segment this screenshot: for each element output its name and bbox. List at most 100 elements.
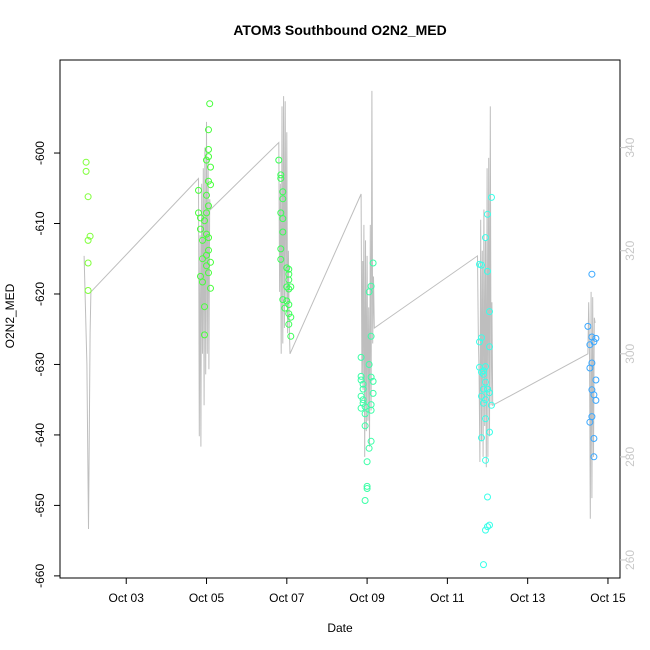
y-tick-label: -630 <box>33 352 47 376</box>
data-point <box>84 193 92 201</box>
data-point <box>201 331 208 339</box>
data-point <box>361 403 369 411</box>
y-axis-label: O2N2_MED <box>3 283 17 348</box>
data-point <box>203 156 210 164</box>
data-point <box>478 368 485 376</box>
data-point <box>592 334 600 342</box>
data-point <box>201 217 208 225</box>
data-point <box>207 258 214 266</box>
line-series-0 <box>83 90 596 530</box>
data-point <box>478 434 485 442</box>
data-point <box>357 392 365 400</box>
data-point <box>586 418 594 426</box>
data-point <box>367 332 375 340</box>
data-point <box>476 338 483 346</box>
data-point <box>480 370 487 378</box>
data-point <box>197 225 204 233</box>
data-point <box>84 236 92 244</box>
chart-title: ATOM3 Southbound O2N2_MED <box>233 22 446 38</box>
data-point <box>480 367 487 375</box>
data-point <box>369 389 377 397</box>
data-point <box>486 308 493 316</box>
data-point <box>357 404 365 412</box>
data-point <box>206 100 214 108</box>
data-point <box>367 373 375 381</box>
data-point <box>275 156 283 164</box>
right-y-tick-label: 340 <box>623 137 637 157</box>
x-tick-label: Oct 15 <box>590 591 626 605</box>
data-point <box>277 174 285 182</box>
data-point <box>279 228 287 236</box>
data-point <box>480 561 487 569</box>
data-point <box>86 232 94 240</box>
data-point <box>480 385 487 393</box>
data-point <box>277 171 285 179</box>
data-point <box>207 284 214 292</box>
data-point <box>199 278 206 286</box>
data-point <box>205 177 212 185</box>
data-point <box>484 210 491 218</box>
data-point <box>279 188 287 196</box>
x-tick-label: Oct 09 <box>349 591 385 605</box>
data-point <box>285 320 293 328</box>
right-y-tick-label: 280 <box>623 447 637 467</box>
data-point <box>588 270 596 278</box>
data-point <box>363 482 371 490</box>
data-point <box>365 361 373 368</box>
data-point <box>205 234 212 242</box>
data-point <box>484 523 491 531</box>
data-point <box>482 234 489 242</box>
data-point <box>486 389 493 397</box>
data-point <box>279 215 287 223</box>
data-point <box>201 303 208 311</box>
data-point <box>281 304 289 312</box>
y-tick-label: -640 <box>33 423 47 447</box>
data-point <box>363 485 371 492</box>
data-point <box>478 261 485 269</box>
data-point <box>279 296 287 304</box>
data-point <box>203 262 210 270</box>
data-point <box>359 385 367 393</box>
data-point <box>203 191 210 199</box>
x-tick-label: Oct 05 <box>189 591 225 605</box>
data-point <box>359 380 367 388</box>
data-point <box>369 377 377 385</box>
data-point <box>283 264 291 272</box>
data-point <box>488 193 495 201</box>
data-point <box>357 353 365 361</box>
data-point <box>480 399 487 407</box>
right-y-tick-label: 260 <box>623 550 637 570</box>
data-point <box>590 453 598 461</box>
data-point <box>199 255 206 263</box>
x-tick-label: Oct 07 <box>269 591 305 605</box>
data-point <box>367 282 375 290</box>
data-point <box>205 146 212 153</box>
data-point <box>277 255 285 263</box>
data-point <box>285 310 293 318</box>
data-point <box>82 158 90 166</box>
data-point <box>478 334 485 342</box>
data-point <box>287 332 295 340</box>
data-point <box>584 322 592 330</box>
data-point <box>203 209 210 217</box>
data-point <box>84 287 92 294</box>
data-point <box>287 283 295 291</box>
data-point <box>488 401 495 409</box>
y-tick-label: -620 <box>33 282 47 306</box>
y-tick-label: -600 <box>33 141 47 165</box>
data-point <box>486 343 493 351</box>
data-point <box>482 526 489 534</box>
data-point <box>369 259 377 267</box>
data-point <box>478 392 485 400</box>
data-point <box>482 363 489 371</box>
data-point <box>357 372 365 380</box>
data-point <box>199 236 206 244</box>
plot-area: Oct 03 Oct 05 Oct 07 Oct 09 Oct 11 Oct 13 Oct … <box>33 59 637 605</box>
data-point <box>357 376 365 384</box>
y-tick-label: -610 <box>33 211 47 235</box>
x-tick-label: Oct 11 <box>430 591 465 605</box>
data-point <box>367 437 375 445</box>
data-point <box>207 163 214 171</box>
data-point <box>285 301 293 309</box>
